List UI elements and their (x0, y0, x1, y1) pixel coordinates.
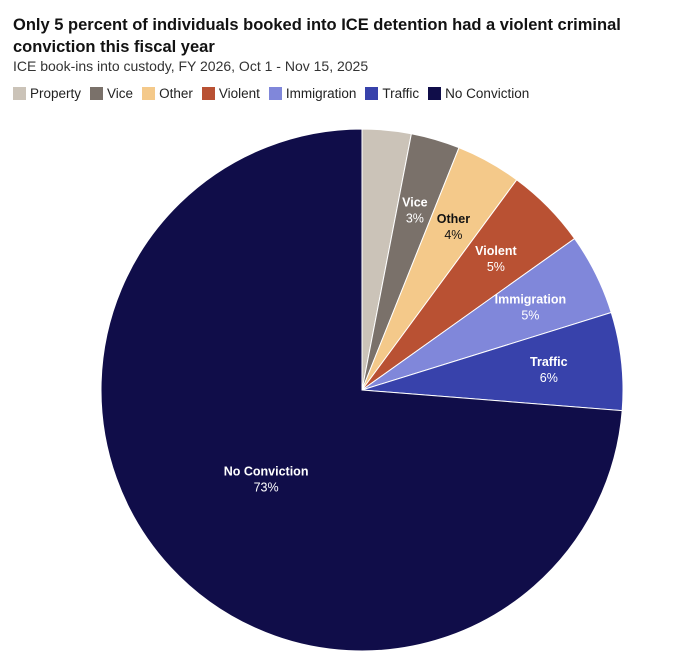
slice-label-no-conviction: No Conviction (224, 465, 309, 479)
slice-label-vice: Vice (402, 196, 428, 210)
legend-label-no-conviction: No Conviction (445, 86, 530, 101)
slice-pct-violent: 5% (487, 260, 505, 274)
chart-title: Only 5 percent of individuals booked int… (13, 16, 621, 56)
slice-pct-no-conviction: 73% (254, 481, 279, 495)
legend-label-property: Property (30, 86, 82, 101)
legend-swatch-traffic (365, 87, 379, 100)
slice-label-traffic: Traffic (530, 355, 568, 369)
slice-pct-traffic: 6% (540, 371, 558, 385)
slice-label-violent: Violent (475, 244, 517, 258)
legend-label-vice: Vice (107, 86, 134, 101)
slice-pct-immigration: 5% (521, 309, 539, 323)
legend-item-property: Property (13, 86, 81, 101)
legend-label-immigration: Immigration (285, 86, 357, 101)
legend-swatch-property (13, 87, 26, 100)
slice-pct-other: 4% (444, 228, 462, 242)
legend-label-traffic: Traffic (382, 86, 420, 101)
pie-slices (100, 128, 624, 652)
legend-item-immigration: Immigration (268, 86, 357, 101)
legend-item-vice: Vice (90, 86, 133, 101)
legend: Property Vice Other Violent Immigration … (13, 86, 538, 101)
legend-item-other: Other (142, 86, 193, 101)
slice-pct-vice: 3% (406, 212, 424, 226)
legend-label-other: Other (159, 86, 193, 101)
legend-item-traffic: Traffic (365, 86, 419, 101)
legend-swatch-no-conviction (428, 87, 442, 100)
legend-label-violent: Violent (218, 86, 260, 101)
legend-swatch-violent (201, 87, 215, 100)
slice-label-immigration: Immigration (495, 293, 567, 307)
legend-swatch-vice (90, 87, 104, 100)
legend-item-violent: Violent (201, 86, 260, 101)
chart-subtitle: ICE book-ins into custody, FY 2026, Oct … (13, 58, 369, 74)
legend-swatch-other (142, 87, 156, 100)
legend-item-no-conviction: No Conviction (428, 86, 529, 101)
pie-labels: Vice 3% Other 4% Violent 5% Immigration 5% Traff… (224, 196, 568, 495)
legend-swatch-immigration (268, 87, 282, 100)
slice-label-other: Other (437, 212, 470, 226)
pie-slice-no-conviction (100, 128, 623, 652)
